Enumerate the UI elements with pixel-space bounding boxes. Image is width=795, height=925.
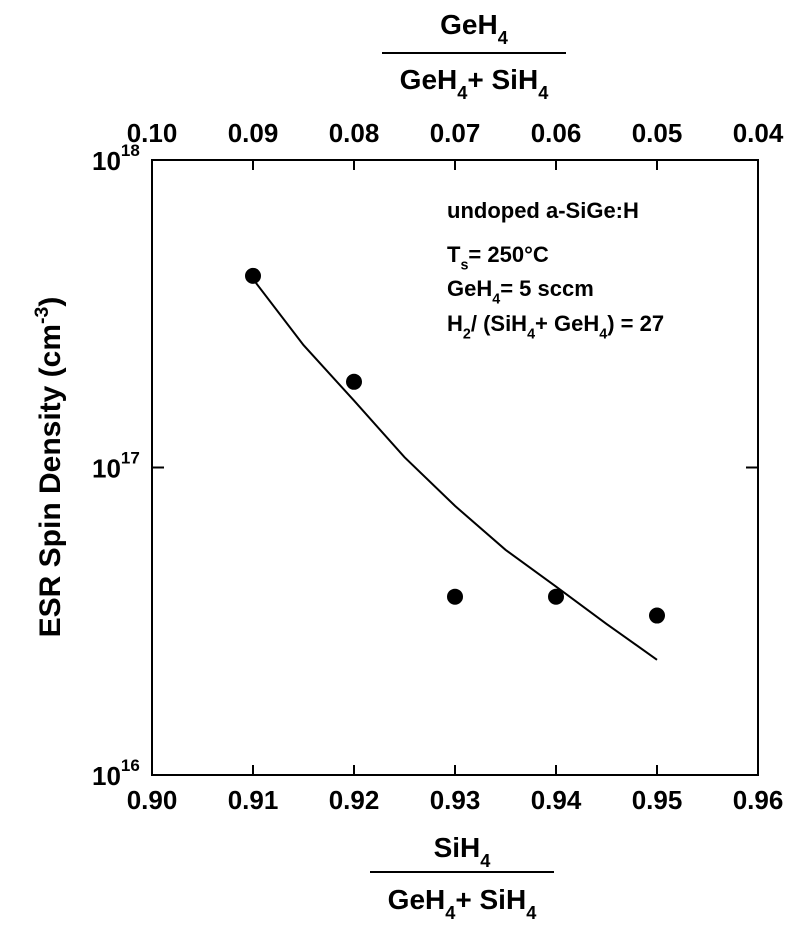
text-part: 4 — [445, 903, 456, 923]
text-part: 2 — [463, 327, 471, 343]
text-part: ) — [34, 297, 67, 307]
x-tick-label: 0.90 — [127, 785, 178, 815]
x2-tick-label: 0.05 — [632, 118, 683, 148]
text-part: = 250°C — [468, 242, 548, 267]
text-part: undoped a-SiGe:H — [447, 198, 639, 223]
data-point — [447, 588, 463, 605]
text-part: H — [447, 311, 463, 336]
x-tick-label: 0.94 — [531, 785, 582, 815]
text-part: 4 — [498, 28, 509, 48]
x-tick-label: 0.92 — [329, 785, 380, 815]
x2-tick-label: 0.04 — [733, 118, 784, 148]
text-part: 4 — [599, 327, 607, 343]
text-part: GeH — [400, 64, 458, 95]
x2-tick-label: 0.07 — [430, 118, 481, 148]
text-part: SiH — [434, 832, 481, 863]
fit-line — [252, 278, 658, 661]
y-tick-label: 1018 — [92, 141, 140, 176]
x-axis-title-numerator: SiH4 — [434, 832, 492, 871]
x2-tick-label: 0.08 — [329, 118, 380, 148]
x2-tick-label: 0.06 — [531, 118, 582, 148]
text-part: 4 — [538, 83, 549, 103]
x-tick-label: 0.91 — [228, 785, 279, 815]
x2-tick-label: 0.10 — [127, 118, 178, 148]
y-tick-label: 1016 — [92, 756, 140, 791]
x-tick-label: 0.96 — [733, 785, 784, 815]
x2-axis-title-numerator: GeH4 — [440, 9, 509, 48]
data-point — [346, 373, 362, 390]
text-part: / (SiH — [471, 311, 527, 336]
data-point — [245, 267, 261, 284]
data-point — [548, 588, 564, 605]
text-part: + GeH — [535, 311, 599, 336]
text-part: 4 — [527, 327, 535, 343]
text-part: GeH — [388, 884, 446, 915]
text-part: 4 — [457, 83, 468, 103]
data-point — [649, 607, 665, 624]
text-part: s — [460, 258, 468, 274]
y-tick-exponent: 16 — [121, 756, 140, 775]
text-part: ESR Spin Density (cm — [34, 324, 67, 637]
text-part: + SiH — [467, 64, 538, 95]
x2-tick-label: 0.09 — [228, 118, 279, 148]
text-part: -3 — [31, 306, 53, 323]
text-part: 4 — [492, 292, 500, 308]
y-axis-title: ESR Spin Density (cm-3) — [31, 297, 67, 638]
text-part: 4 — [526, 903, 537, 923]
annotation: undoped a-SiGe:H — [447, 198, 639, 223]
y-tick-base: 10 — [92, 761, 121, 791]
annotation: GeH4= 5 sccm — [447, 276, 594, 308]
x-axis-title-denominator: GeH4+ SiH4 — [388, 884, 538, 923]
y-tick-base: 10 — [92, 454, 121, 484]
annotation: H2/ (SiH4+ GeH4) = 27 — [447, 311, 664, 343]
y-tick-exponent: 18 — [121, 141, 140, 160]
y-tick-base: 10 — [92, 146, 121, 176]
text-part: + SiH — [455, 884, 526, 915]
annotation: Ts= 250°C — [447, 242, 549, 274]
x-tick-label: 0.93 — [430, 785, 481, 815]
text-part: GeH — [440, 9, 498, 40]
text-part: GeH — [447, 276, 492, 301]
text-part: 4 — [480, 851, 491, 871]
y-tick-exponent: 17 — [121, 449, 140, 468]
text-part: = 5 sccm — [500, 276, 594, 301]
text-part: ) = 27 — [607, 311, 664, 336]
text-part: T — [447, 242, 461, 267]
x-tick-label: 0.95 — [632, 785, 683, 815]
y-tick-label: 1017 — [92, 449, 140, 484]
x2-axis-title-denominator: GeH4+ SiH4 — [400, 64, 550, 103]
